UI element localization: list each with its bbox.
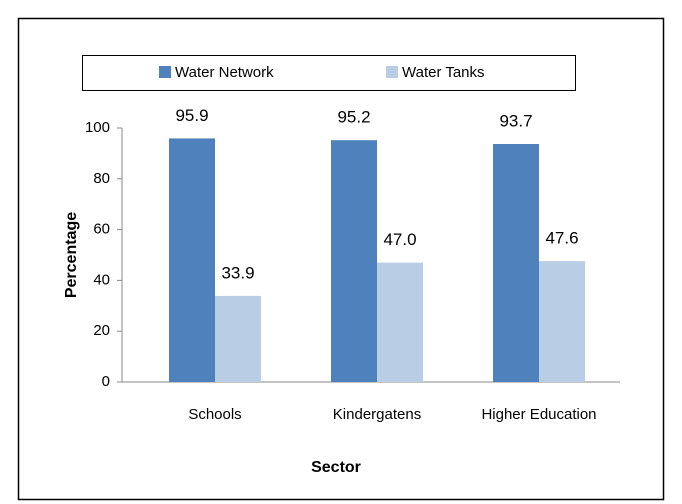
x-tick-label: Higher Education [481, 406, 596, 423]
bar [331, 140, 377, 382]
value-label: 33.9 [221, 263, 254, 282]
value-label: 95.9 [175, 106, 208, 125]
legend-swatch [386, 66, 398, 78]
x-axis-label: Sector [311, 459, 361, 476]
x-tick-label: Schools [188, 406, 241, 423]
legend-label: Water Network [175, 64, 274, 81]
value-label: 95.2 [337, 108, 370, 127]
y-tick-label: 80 [93, 170, 110, 187]
bar [215, 295, 261, 382]
value-label: 47.0 [383, 230, 416, 249]
y-tick-label: 20 [93, 322, 110, 339]
x-tick-label: Kindergatens [333, 406, 421, 423]
value-label: 47.6 [545, 229, 578, 248]
bar [377, 262, 423, 382]
y-tick-label: 60 [93, 221, 110, 238]
y-tick-label: 0 [102, 373, 110, 390]
legend-label: Water Tanks [402, 64, 485, 81]
y-tick-label: 40 [93, 271, 110, 288]
legend-swatch [159, 66, 171, 78]
bar [493, 144, 539, 382]
y-axis-label: Percentage [63, 212, 80, 298]
bar [539, 261, 585, 382]
value-label: 93.7 [499, 111, 532, 130]
legend-box [82, 55, 576, 91]
bar [169, 138, 215, 382]
y-tick-label: 100 [85, 119, 110, 136]
